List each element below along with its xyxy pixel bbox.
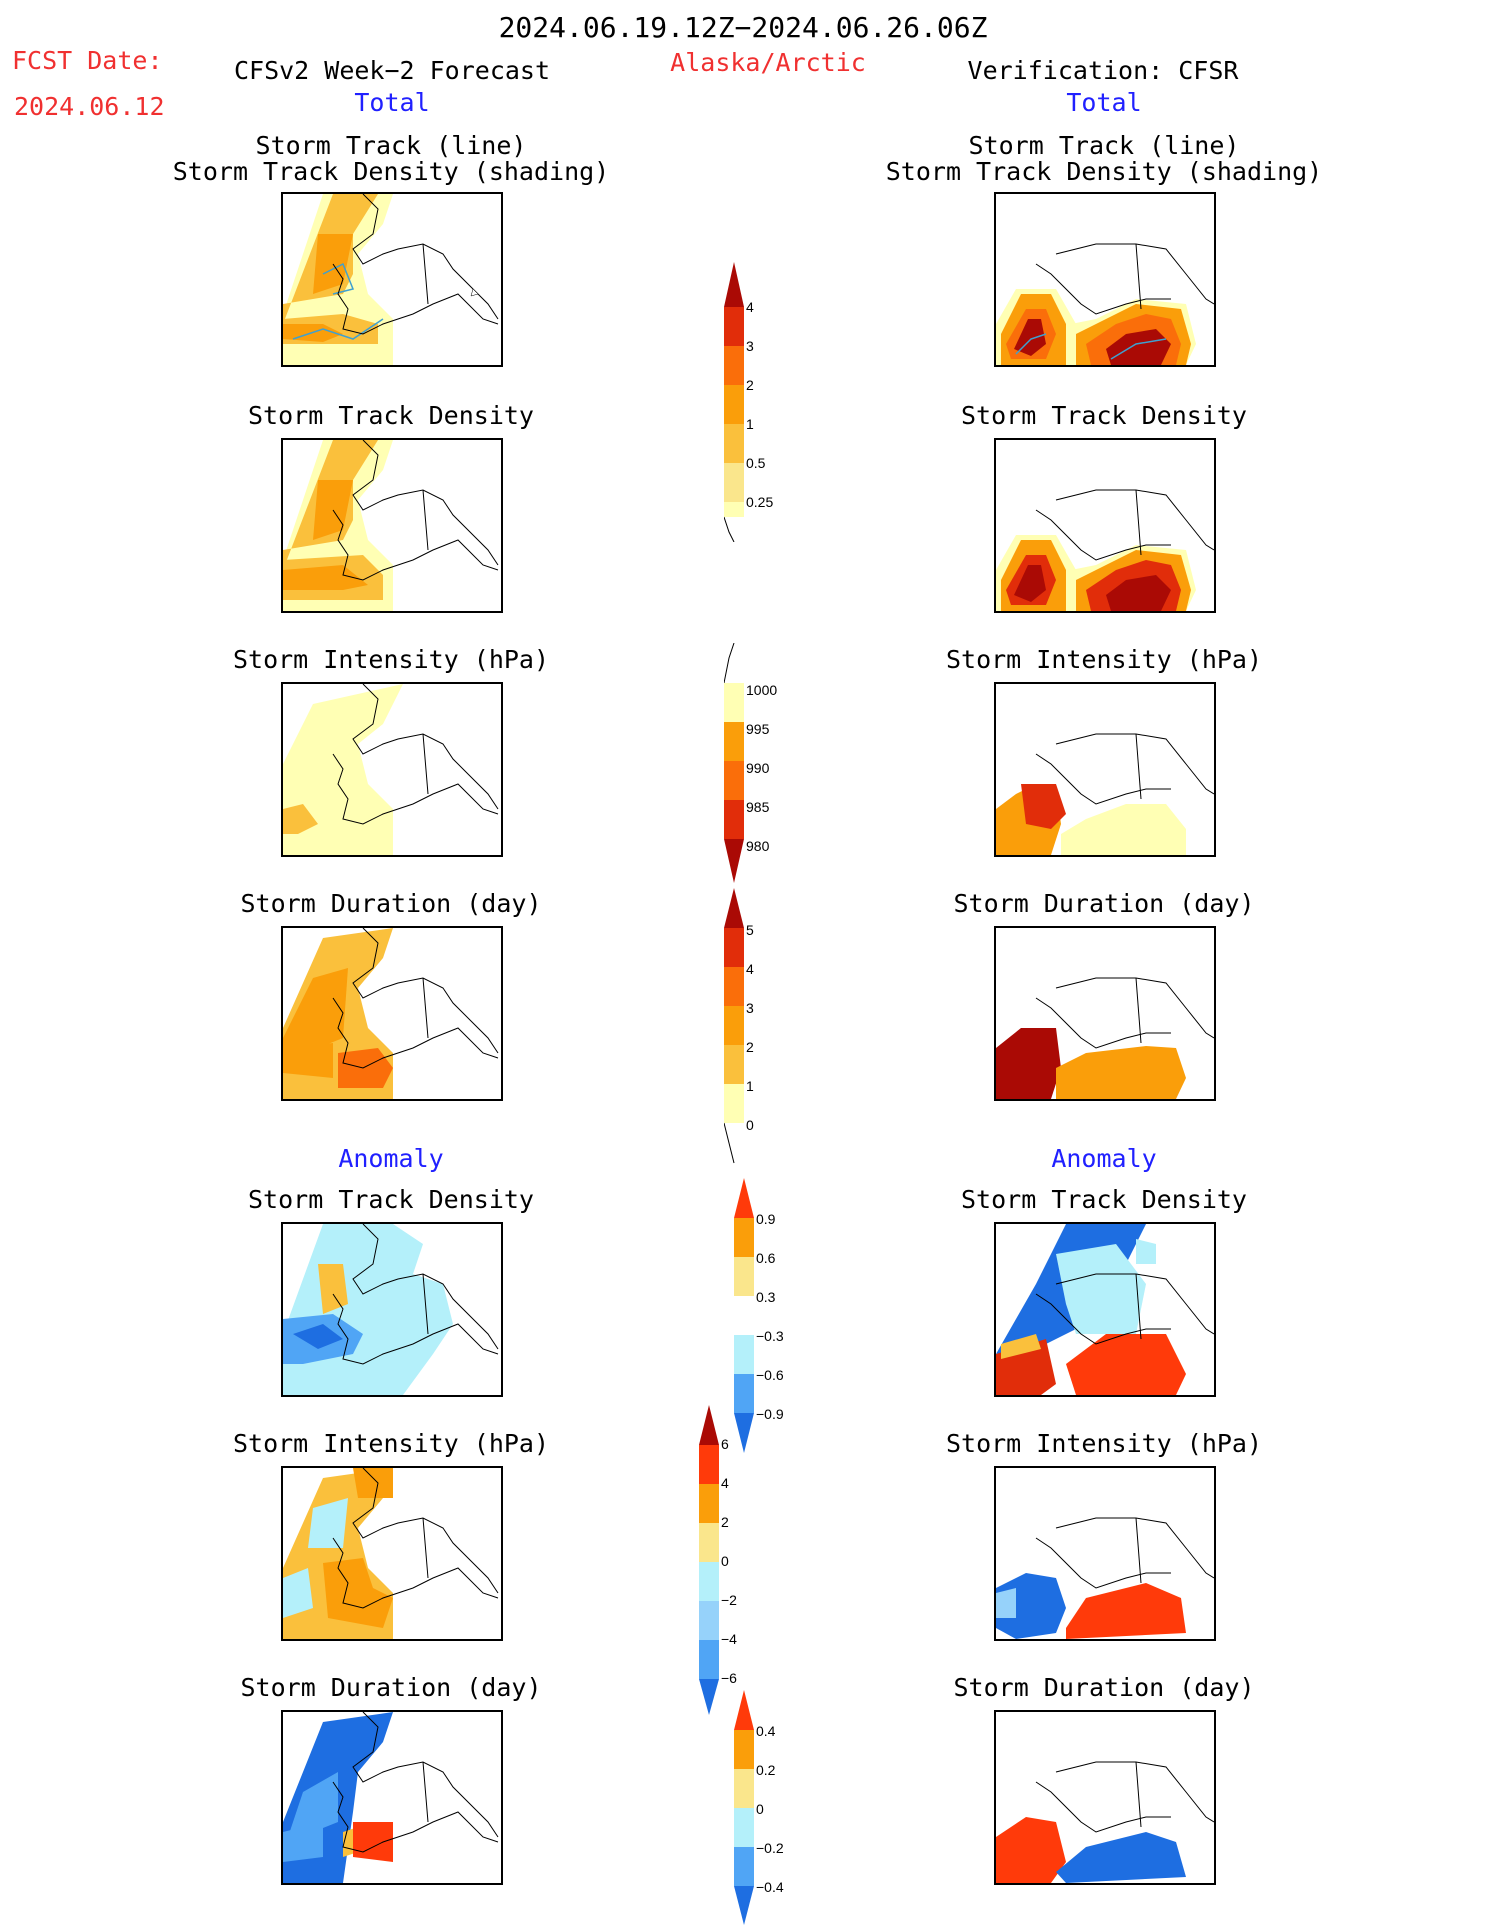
fcst-date-value: 2024.06.12 [14,92,165,121]
cb6-l1: 0.2 [756,1762,776,1778]
map-left-anom-density [281,1222,503,1397]
cb4-l1: 0.6 [756,1250,776,1266]
left-anom-duration-title: Storm Duration (day) [240,1673,542,1702]
cb5-l4: −2 [721,1592,737,1608]
cb5-l5: −4 [721,1631,737,1647]
cb3-l0: 5 [746,922,754,938]
cb6-l0: 0.4 [756,1723,776,1739]
cb4-l5: −0.9 [756,1406,784,1422]
colorbar-density-total [723,262,744,546]
cb2-l3: 985 [746,799,770,815]
fcst-date-label: FCST Date: [12,46,163,75]
cb1-l0: 4 [746,299,754,315]
map-right-anom-duration [994,1710,1216,1885]
cb6-l3: −0.2 [756,1840,784,1856]
map-left-anom-duration [281,1710,503,1885]
cb1-l3: 1 [746,416,754,432]
colorbar-intensity-total [723,642,744,887]
cb1-l2: 2 [746,377,754,393]
left-anomaly-label: Anomaly [338,1144,444,1173]
cb6-l4: −0.4 [756,1879,784,1895]
cb1-l5: 0.25 [746,494,774,510]
cb3-l4: 1 [746,1078,754,1094]
cb3-l1: 4 [746,961,754,977]
model-title: CFSv2 Week−2 Forecast [233,56,551,85]
cb4-l3: −0.3 [756,1328,784,1344]
left-anom-density-title: Storm Track Density [248,1185,534,1214]
map-left-track [281,192,503,367]
right-total-label: Total [1066,88,1142,117]
map-left-duration [281,926,503,1101]
cb3-l2: 3 [746,1000,754,1016]
cb5-l2: 2 [721,1514,729,1530]
left-intensity-title: Storm Intensity (hPa) [232,645,550,674]
left-track-title-1: Storm Track (line) [255,131,527,160]
cb4-l0: 0.9 [756,1211,776,1227]
cb5-l3: 0 [721,1553,729,1569]
map-right-anom-intensity [994,1466,1216,1641]
right-anomaly-label: Anomaly [1051,1144,1157,1173]
left-duration-title: Storm Duration (day) [240,889,542,918]
left-density-title: Storm Track Density [248,401,534,430]
verification-title: Verification: CFSR [967,56,1239,85]
right-anom-duration-title: Storm Duration (day) [953,1673,1255,1702]
cb1-l1: 3 [746,338,754,354]
period-title: 2024.06.19.12Z−2024.06.26.06Z [498,11,988,44]
right-track-title-2: Storm Track Density (shading) [885,157,1323,186]
right-anom-intensity-title: Storm Intensity (hPa) [945,1429,1263,1458]
right-anom-density-title: Storm Track Density [961,1185,1247,1214]
cb5-l1: 4 [721,1475,729,1491]
region-title: Alaska/Arctic [670,48,866,77]
cb3-l3: 2 [746,1039,754,1055]
map-right-track [994,192,1216,367]
map-left-density [281,438,503,613]
left-anom-intensity-title: Storm Intensity (hPa) [232,1429,550,1458]
cb3-l5: 0 [746,1117,754,1133]
left-total-label: Total [354,88,430,117]
map-right-density [994,438,1216,613]
left-track-title-2: Storm Track Density (shading) [172,157,610,186]
map-right-duration [994,926,1216,1101]
map-left-intensity [281,682,503,857]
cb5-l6: −6 [721,1670,737,1686]
colorbar-density-anom [734,1178,754,1462]
right-track-title-1: Storm Track (line) [968,131,1240,160]
right-density-title: Storm Track Density [961,401,1247,430]
right-duration-title: Storm Duration (day) [953,889,1255,918]
colorbar-duration-anom [734,1690,754,1929]
cb2-l0: 1000 [746,682,778,698]
cb4-l4: −0.6 [756,1367,784,1383]
cb2-l2: 990 [746,760,770,776]
cb1-l4: 0.5 [746,455,766,471]
map-right-anom-density [994,1222,1216,1397]
cb6-l2: 0 [756,1801,764,1817]
map-right-intensity [994,682,1216,857]
colorbar-intensity-anom [699,1405,719,1719]
cb4-l2: 0.3 [756,1289,776,1305]
right-intensity-title: Storm Intensity (hPa) [945,645,1263,674]
colorbar-duration-total [723,888,744,1172]
cb2-l1: 995 [746,721,770,737]
map-left-anom-intensity [281,1466,503,1641]
cb2-l4: 980 [746,838,770,854]
cb5-l0: 6 [721,1436,729,1452]
